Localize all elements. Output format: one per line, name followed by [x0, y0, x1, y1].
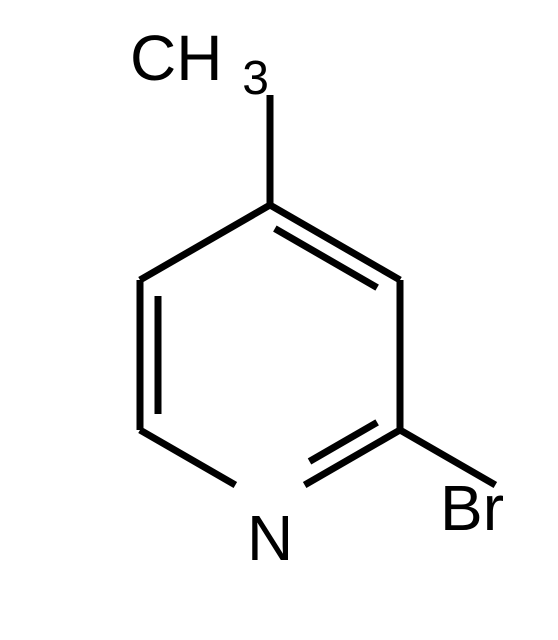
molecule-canvas: CH 3 N Br — [0, 0, 558, 640]
bond-line — [270, 205, 400, 280]
atom-labels-group: CH 3 N Br — [130, 22, 504, 574]
methyl-label-CH: CH — [130, 22, 222, 94]
bromine-label: Br — [440, 472, 504, 544]
bond-line — [140, 430, 235, 485]
bond-line — [310, 422, 378, 461]
methyl-label-subscript-3: 3 — [242, 52, 269, 105]
bond-line — [140, 205, 270, 280]
methyl-label: CH 3 — [130, 22, 269, 105]
nitrogen-label: N — [247, 502, 293, 574]
bonds-group — [140, 95, 495, 485]
